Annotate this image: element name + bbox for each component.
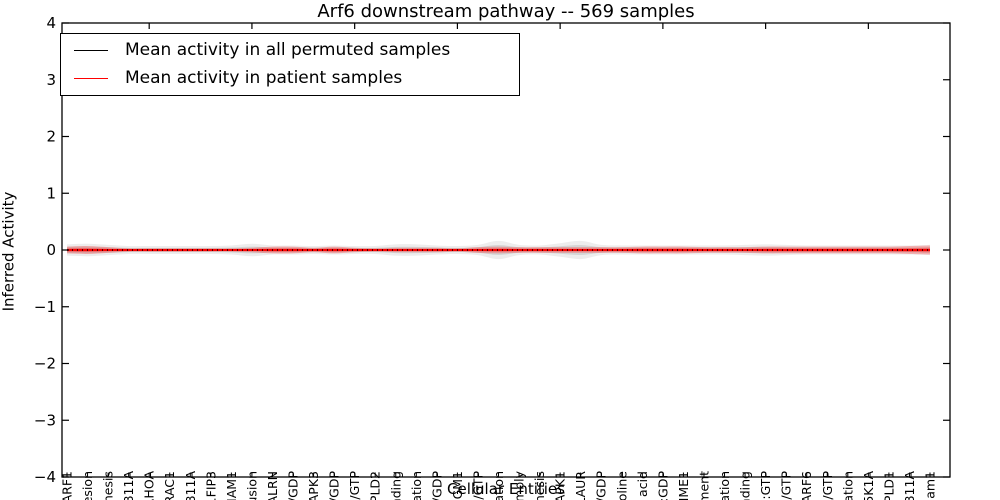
legend-item-permuted: Mean activity in all permuted samples bbox=[74, 42, 515, 59]
x-tick-label: tube morphogenesis bbox=[532, 471, 547, 500]
x-tick-label: ARF6/GTP bbox=[779, 471, 794, 500]
x-tick-label: ARF6/GDP bbox=[594, 471, 609, 500]
x-tick-label: lamellipodium assembly bbox=[512, 470, 527, 500]
legend-item-patient: Mean activity in patient samples bbox=[74, 67, 515, 88]
x-tick-label: mol:Phosphatidic acid bbox=[635, 471, 650, 500]
x-tick-label: mol:GM1 bbox=[450, 471, 465, 500]
x-tick-label: ruffle organization bbox=[840, 471, 855, 500]
x-tick-label: mol:Choline bbox=[614, 471, 629, 500]
x-tick-label: RAB11FIP3/RAB11A bbox=[121, 471, 136, 500]
y-tick-label: −4 bbox=[34, 468, 56, 486]
x-tick-label: ARF6 bbox=[799, 471, 814, 500]
y-tick-label: 4 bbox=[46, 14, 56, 32]
y-tick-label: −1 bbox=[34, 298, 56, 316]
x-tick-label: liver development bbox=[696, 471, 711, 500]
chart-title: Arf6 downstream pathway -- 569 samples bbox=[317, 1, 695, 22]
x-tick-label: NME1 bbox=[676, 471, 691, 500]
x-tick-label: regulation of calcium-dependent cell-cel… bbox=[80, 471, 95, 500]
x-tick-label: PLAUR bbox=[573, 471, 588, 500]
x-tick-label: RAC1 bbox=[162, 471, 177, 500]
x-tick-label: regulation of axonogenesis bbox=[101, 471, 116, 500]
x-tick-label: Rac1/GDP bbox=[327, 471, 342, 500]
x-tick-label: KALRN bbox=[265, 471, 280, 500]
legend: Mean activity in all permuted samples Me… bbox=[60, 33, 520, 96]
x-tick-label: RAB11A bbox=[183, 471, 198, 500]
x-tick-label: PLD1 bbox=[881, 471, 896, 500]
x-tick-label: RhoA/GDP bbox=[286, 471, 301, 500]
axis-ticks bbox=[62, 22, 950, 478]
x-tick-label: Rac1/GTP bbox=[470, 471, 485, 500]
y-tick-label: 0 bbox=[46, 241, 56, 259]
x-tick-label: ARF6/GTP/NME1/Tiam1 bbox=[923, 471, 938, 500]
x-tick-label: TIAM1 bbox=[224, 471, 239, 500]
y-axis-label: Inferred Activity bbox=[0, 191, 18, 312]
x-tick-label: PIP5K1A bbox=[861, 471, 876, 500]
x-tick-label: regulation of epithelial cell migration bbox=[717, 471, 732, 500]
y-tick-label: −3 bbox=[34, 411, 56, 429]
x-tick-label: ARF1 bbox=[60, 471, 75, 500]
y-tick-labels: 4 3 2 1 0 −1 −2 −3 −4 bbox=[34, 14, 56, 486]
x-axis-label: Cellular Entities bbox=[447, 480, 565, 498]
x-tick-label: mol:GDP bbox=[655, 471, 670, 500]
x-tick-label: MAPK1 bbox=[553, 471, 568, 500]
y-tick-label: −2 bbox=[34, 355, 56, 373]
x-tick-label: ARF6/GTP/RAB11FIP3/RAB11A bbox=[902, 471, 917, 500]
x-tick-label: cortical actin cytoskeleton organization bbox=[491, 471, 506, 500]
y-tick-label: 1 bbox=[46, 184, 56, 202]
x-tick-labels: ARF1 regulation of calcium-dependent cell… bbox=[60, 470, 938, 500]
x-tick-label: RhoA/GTP bbox=[820, 471, 835, 500]
x-tick-label: myoblast fusion bbox=[244, 471, 259, 500]
y-tick-label: 3 bbox=[46, 71, 56, 89]
y-tick-label: 2 bbox=[46, 128, 56, 146]
x-tick-label: substrate adhesion-dependent cell spread… bbox=[738, 471, 753, 500]
legend-label-permuted: Mean activity in all permuted samples bbox=[125, 40, 451, 61]
x-tick-label: RAB11FIP3 bbox=[203, 471, 218, 500]
x-tick-label: actin filament bundle formation bbox=[409, 471, 424, 500]
x-tick-label: mol:GTP bbox=[758, 471, 773, 500]
x-tick-label: fibronectin binding bbox=[388, 471, 403, 500]
x-tick-label: PLD2 bbox=[368, 471, 383, 500]
legend-label-patient: Mean activity in patient samples bbox=[125, 67, 403, 88]
x-tick-label: RHOA bbox=[142, 471, 157, 500]
legend-line-permuted-icon bbox=[74, 50, 108, 52]
legend-line-patient-icon bbox=[74, 77, 108, 79]
x-tick-label: ARF1/GTP bbox=[347, 471, 362, 500]
x-tick-label: ARF1/GDP bbox=[429, 471, 444, 500]
x-tick-label: MAPK3 bbox=[306, 471, 321, 500]
